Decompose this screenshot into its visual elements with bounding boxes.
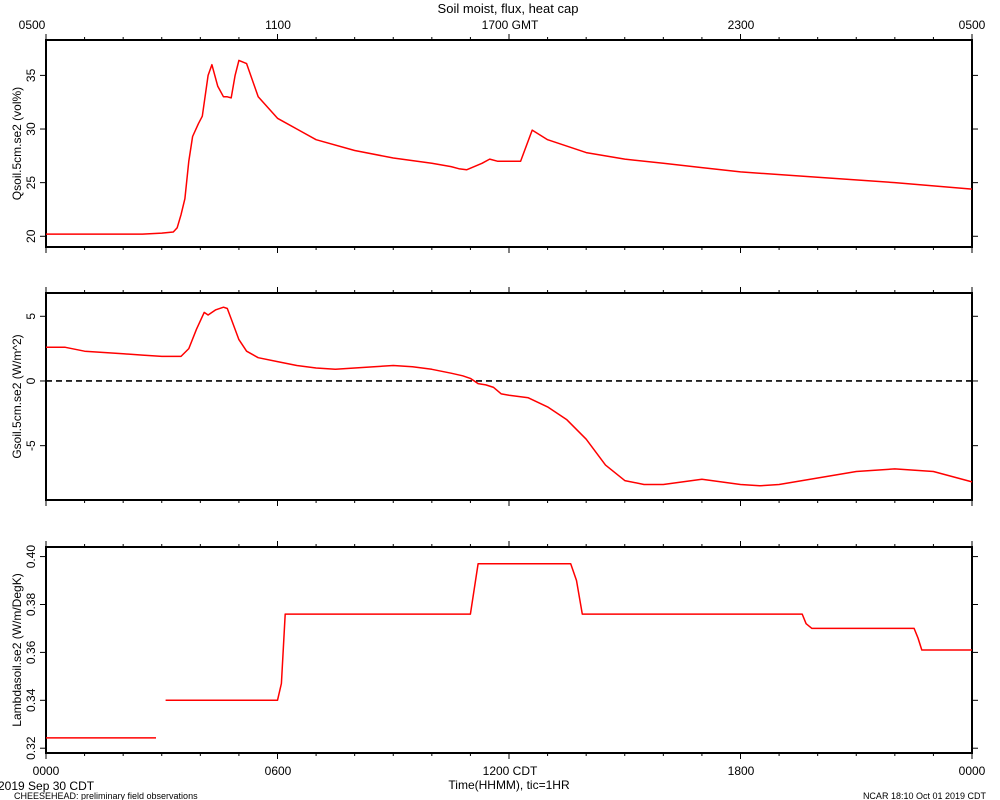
footer-left: CHEESEHEAD: preliminary field observatio… [14,791,198,800]
bottom-axis-labels: 0000 0600 1200 CDT 1800 0000 [33,764,986,778]
bottom-tick-label: 0000 [959,764,986,778]
date-label: 2019 Sep 30 CDT [0,779,95,793]
y-axis-title: Gsoil.5cm.se2 (W/m^2) [10,334,24,458]
y-tick-label: 0.34 [24,688,38,712]
y-tick-label: 0.32 [24,736,38,760]
y-tick-label: 20 [24,229,38,243]
top-tick-label: 0500 [19,18,46,32]
chart-title: Soil moist, flux, heat cap [438,1,579,16]
y-tick-label: -5 [24,440,38,451]
footer-right: NCAR 18:10 Oct 01 2019 CDT [863,791,987,800]
y-tick-label: 35 [24,68,38,82]
series-line [46,306,973,487]
y-tick-label: 0.40 [24,545,38,569]
y-tick-label: 30 [24,122,38,136]
top-tick-label: 1100 [265,18,291,32]
top-tick-label: 1700 GMT [482,18,539,32]
y-tick-label: 0 [24,377,38,384]
plot-frame [45,39,973,248]
y-tick-label: 0.36 [24,640,38,664]
y-tick-label: 5 [24,313,38,320]
bottom-tick-label: 1800 [728,764,755,778]
bottom-tick-label: 0600 [265,764,292,778]
bottom-tick-label: 0000 [33,764,60,778]
series-line [46,59,973,235]
y-tick-label: 25 [24,176,38,190]
chart-panel-2: -5 0 5 Gsoil.5cm.se2 (W/m^2) [10,287,978,506]
plot-frame [45,292,973,501]
plot-frame [45,546,973,754]
y-axis-title: Qsoil.5cm.se2 (vol%) [10,87,24,200]
bottom-tick-label: 1200 CDT [483,764,538,778]
top-tick-label: 0500 [959,18,986,32]
x-axis-title: Time(HHMM), tic=1HR [448,778,570,792]
series-line [165,563,972,702]
y-tick-label: 0.38 [24,592,38,616]
top-axis-labels: 0500 1100 1700 GMT 2300 0500 [19,18,986,32]
top-tick-label: 2300 [728,18,755,32]
y-axis-title: Lambdasoil.se2 (W/m/DegK) [10,573,24,726]
